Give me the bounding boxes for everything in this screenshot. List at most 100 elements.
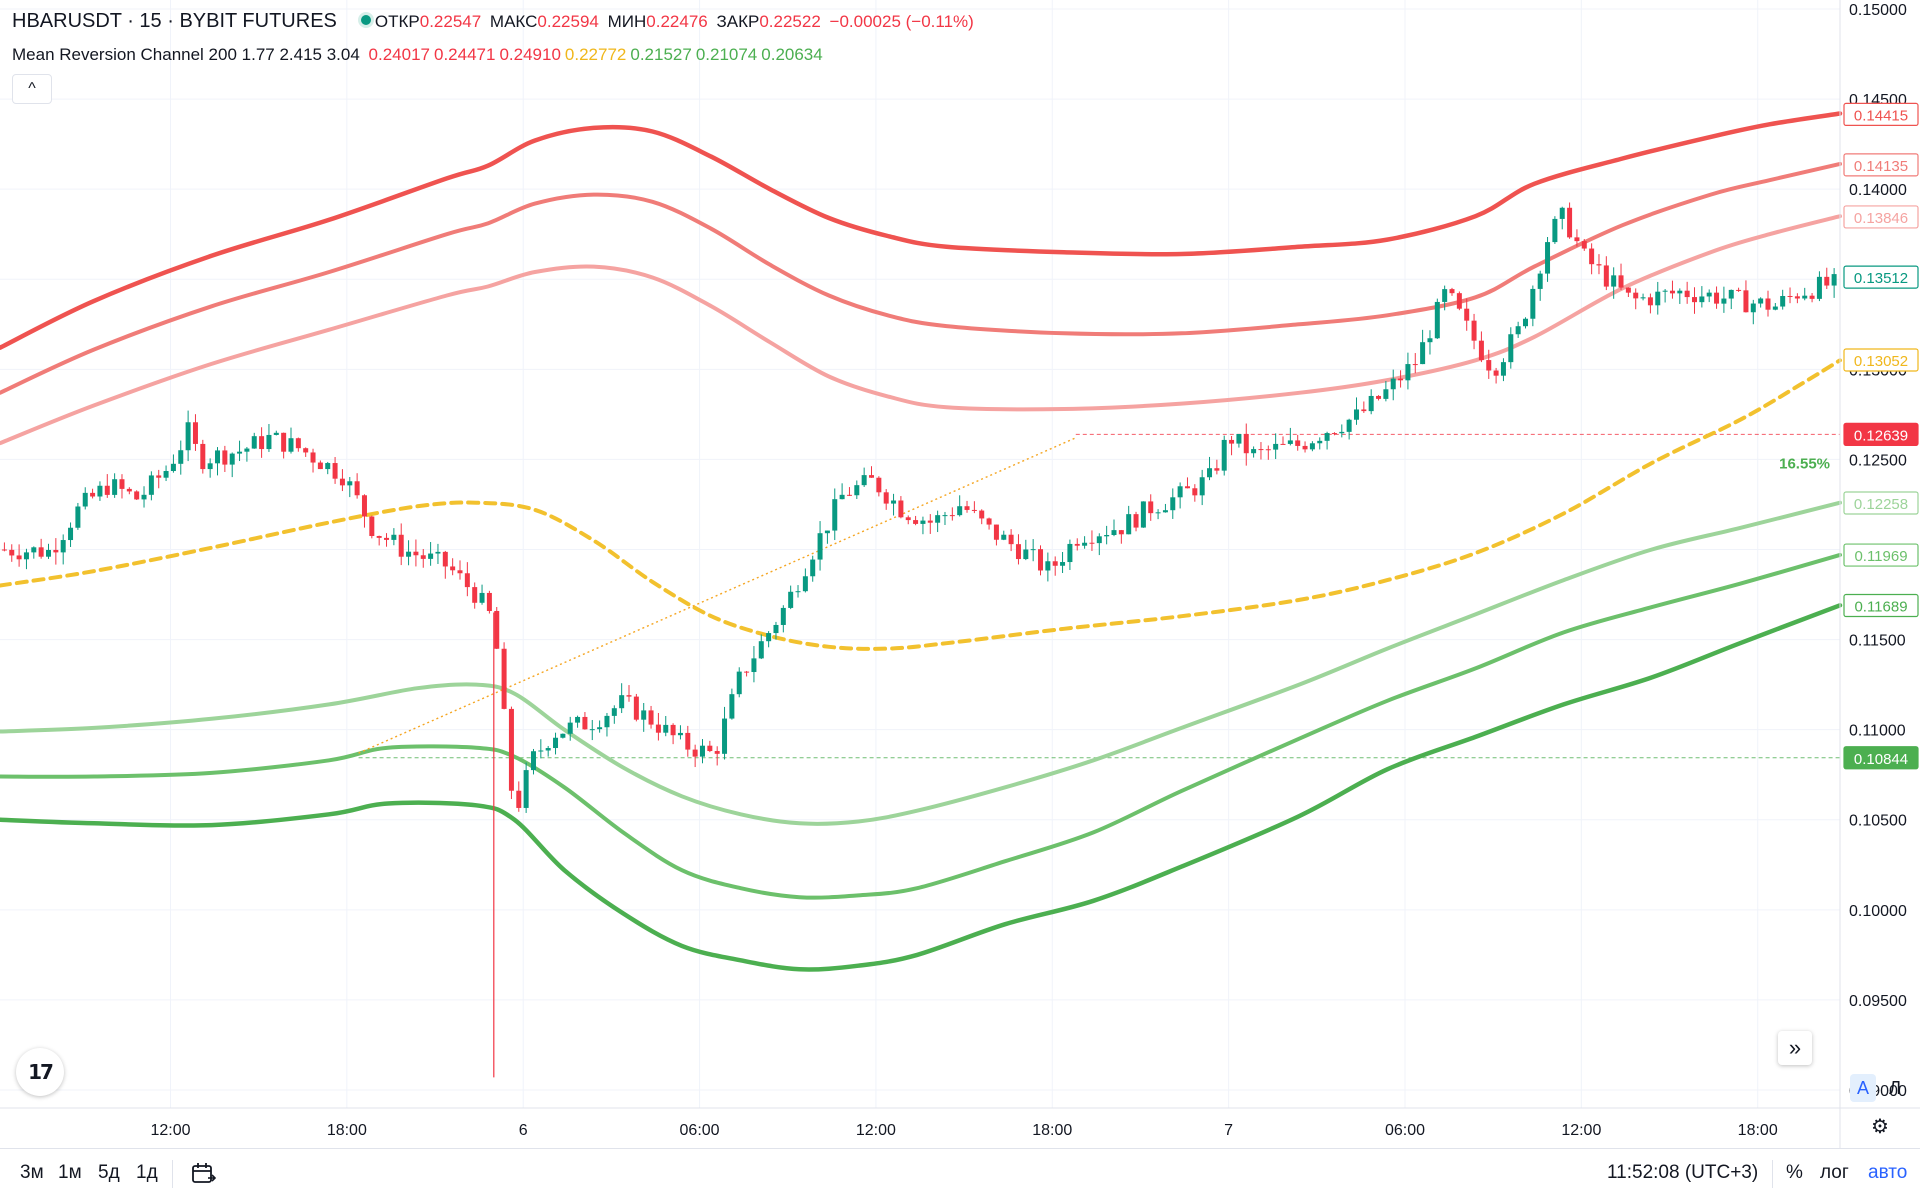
- candle-body: [1831, 274, 1837, 286]
- candle-body: [1368, 395, 1374, 412]
- candle-body: [619, 695, 625, 709]
- candle-body: [1207, 468, 1213, 478]
- candle-body: [384, 537, 390, 540]
- candle-body: [575, 716, 581, 723]
- indicator-name[interactable]: Mean Reversion Channel 200 1.77 2.415 3.…: [12, 45, 360, 64]
- candle-body: [53, 549, 59, 553]
- candle-body: [1692, 297, 1698, 303]
- candle-body: [1603, 265, 1609, 287]
- settings-gear-icon[interactable]: ⚙: [1871, 1115, 1889, 1138]
- candle-body: [832, 499, 838, 531]
- candle-body: [692, 749, 698, 757]
- candle-body: [1280, 443, 1286, 445]
- candle-body: [75, 506, 81, 528]
- candle-body: [1508, 334, 1514, 363]
- candle-body: [119, 479, 125, 489]
- candle-body: [1045, 561, 1051, 571]
- candle-body: [854, 485, 860, 496]
- log-scale-toggle[interactable]: лог: [1820, 1162, 1849, 1183]
- indicator-legend[interactable]: Mean Reversion Channel 200 1.77 2.415 3.…: [12, 44, 831, 66]
- scroll-to-realtime-button[interactable]: »: [1778, 1031, 1812, 1065]
- range-5d-button[interactable]: 5д: [98, 1162, 120, 1183]
- candle-body: [413, 551, 419, 556]
- candle-body: [1633, 292, 1639, 299]
- candle-body: [1530, 288, 1536, 319]
- percent-scale-button[interactable]: %: [1786, 1162, 1803, 1183]
- clock-timezone[interactable]: 11:52:08 (UTC+3): [1607, 1162, 1759, 1183]
- range-1d-button[interactable]: 1д: [136, 1162, 158, 1183]
- candle-body: [310, 452, 316, 463]
- indicator-value: 0.20634: [761, 45, 823, 64]
- price-axis-tag-label: 0.12639: [1854, 427, 1908, 444]
- log-scale-button[interactable]: Л: [1889, 1077, 1901, 1098]
- candle-body: [170, 463, 176, 472]
- candle-body: [699, 745, 705, 757]
- channel-line-lower3: [0, 603, 1843, 972]
- candle-body: [964, 506, 970, 510]
- indicator-value: 0.22772: [564, 45, 627, 64]
- candle-body: [1170, 497, 1176, 511]
- price-axis: 0.150000.145000.140000.135000.130000.125…: [1839, 0, 1919, 1148]
- price-axis-tag-label: 0.13052: [1854, 353, 1908, 370]
- candle-body: [1052, 561, 1058, 566]
- candle-body: [846, 494, 852, 496]
- candle-body: [369, 516, 375, 536]
- candle-body: [589, 729, 595, 731]
- candle-body: [457, 570, 463, 574]
- close-label: ЗАКР: [716, 12, 760, 31]
- candle-body: [1824, 276, 1830, 286]
- price-axis-tag: [1843, 543, 1919, 567]
- candle-body: [957, 506, 963, 516]
- candle-body: [516, 790, 522, 808]
- range-1m-button[interactable]: 1м: [58, 1162, 82, 1183]
- auto-scale-toggle[interactable]: авто: [1868, 1162, 1908, 1183]
- candle-body: [38, 547, 44, 557]
- candle-body: [538, 750, 544, 752]
- candle-body: [442, 551, 448, 567]
- candle-body: [1618, 275, 1624, 288]
- candle-body: [1596, 264, 1602, 266]
- price-axis-tag-label: 0.13846: [1854, 210, 1908, 227]
- price-tick-label: 0.15000: [1849, 2, 1907, 19]
- candle-body: [1714, 292, 1720, 304]
- price-axis-tag: [1843, 593, 1919, 618]
- price-axis-tag: [1843, 348, 1919, 372]
- candle-body: [215, 450, 221, 464]
- price-axis-tag: [1843, 153, 1919, 177]
- candle-body: [1662, 290, 1668, 292]
- candle-body: [1361, 409, 1367, 412]
- candle-body: [244, 448, 250, 452]
- candle-body: [920, 520, 926, 524]
- tradingview-logo[interactable]: 17: [16, 1048, 64, 1096]
- candle-body: [156, 475, 162, 478]
- candle-body: [185, 422, 191, 451]
- candle-body: [508, 708, 514, 791]
- trend-percent-label: 16.55%: [1779, 455, 1830, 472]
- candle-body: [611, 708, 617, 716]
- collapse-legend-button[interactable]: ^: [12, 74, 52, 104]
- candle-body: [810, 559, 816, 577]
- candle-body: [677, 732, 683, 736]
- candle-body: [1647, 297, 1653, 306]
- auto-scale-button[interactable]: A: [1850, 1074, 1876, 1102]
- candle-body: [1471, 320, 1477, 341]
- candle-body: [1184, 486, 1190, 489]
- calendar-icon[interactable]: [190, 1160, 216, 1186]
- candle-body: [751, 658, 757, 673]
- candle-body: [1346, 419, 1352, 432]
- candle-body: [1023, 549, 1029, 560]
- candle-body: [839, 494, 845, 500]
- price-tick-label: 0.11500: [1849, 633, 1906, 650]
- indicator-value: 0.24910: [499, 45, 561, 64]
- range-3m-button[interactable]: 3м: [20, 1162, 44, 1183]
- candle-body: [1, 549, 7, 551]
- candle-body: [1148, 501, 1154, 514]
- candle-body: [1118, 530, 1124, 535]
- toolbar-divider: [172, 1160, 173, 1188]
- candle-body: [1038, 549, 1044, 571]
- candle-body: [222, 450, 228, 465]
- symbol-title[interactable]: HBARUSDT · 15 · BYBIT FUTURES: [12, 10, 337, 32]
- price-chart[interactable]: 16.55% 0.150000.145000.140000.135000.130…: [0, 0, 1920, 1148]
- open-value: 0.22547: [419, 12, 482, 31]
- candle-body: [1376, 395, 1382, 399]
